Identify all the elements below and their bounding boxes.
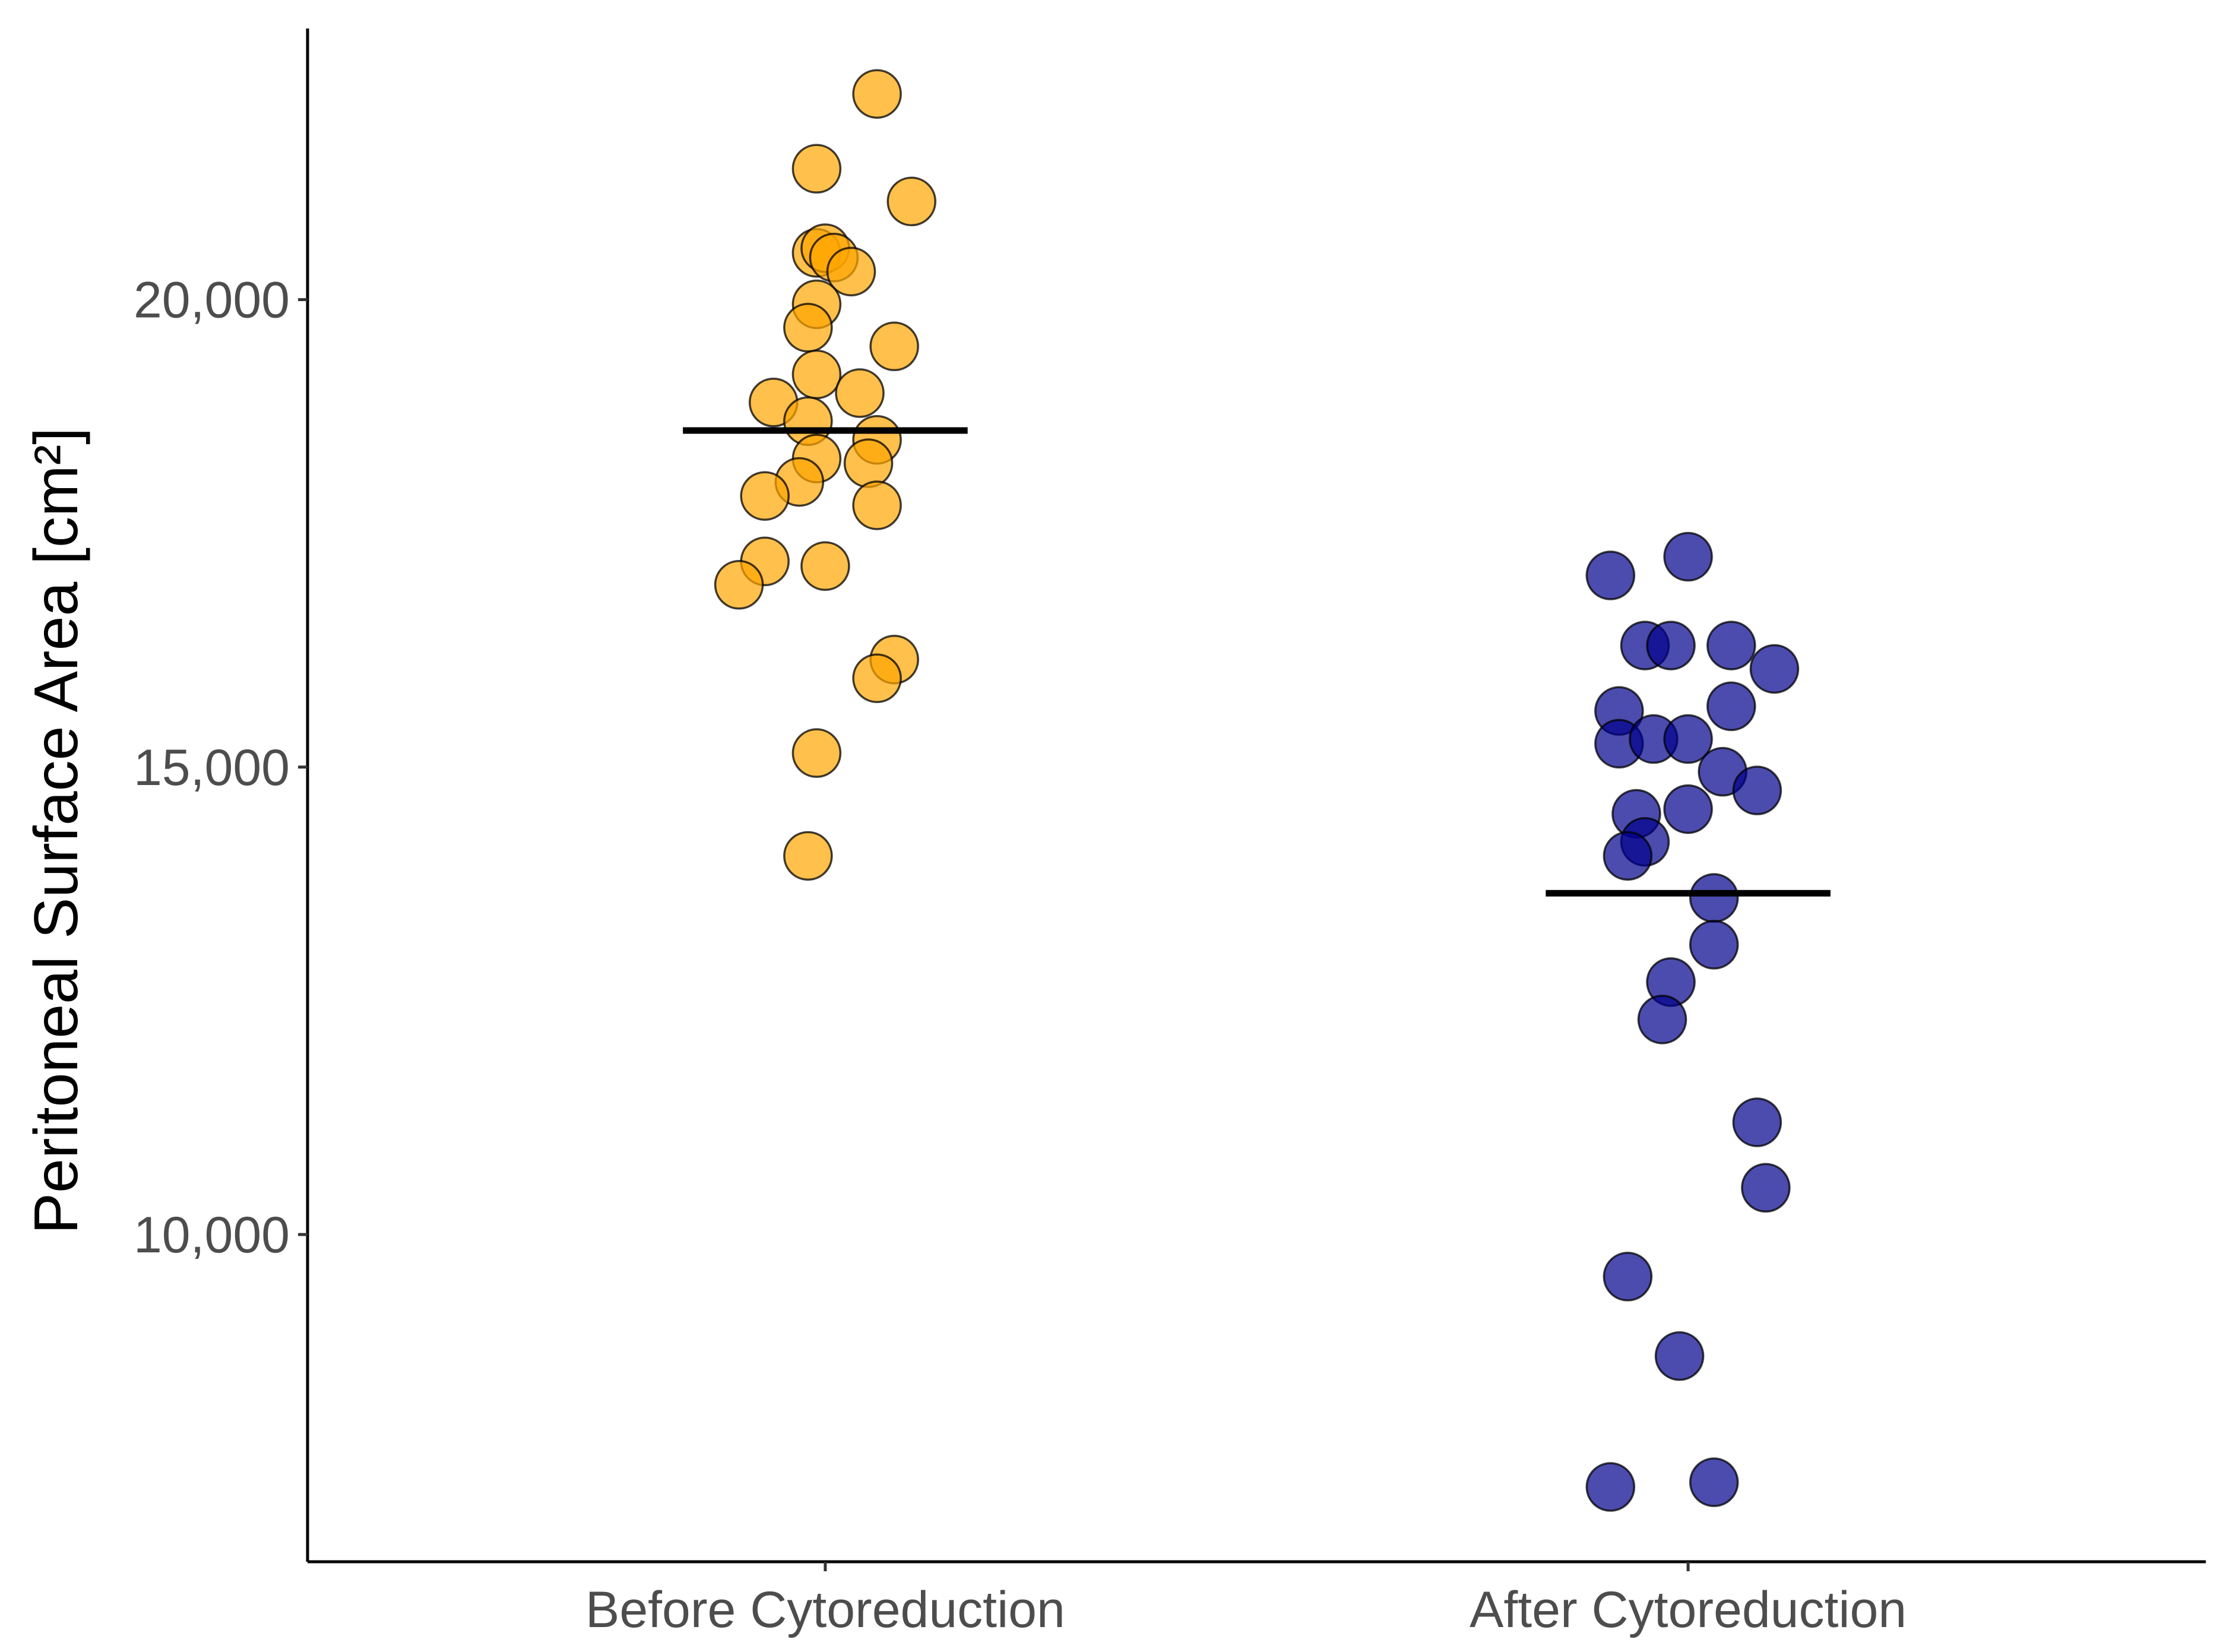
data-point-before (852, 69, 902, 119)
data-point-before (783, 303, 833, 353)
data-point-before (791, 349, 842, 400)
data-point-after (1603, 1252, 1653, 1302)
data-point-after (1663, 784, 1713, 834)
data-point-before (852, 653, 902, 703)
y-tick-label: 10,000 (134, 1207, 290, 1264)
y-axis-title: Peritoneal Surface Area [cm²] (22, 428, 91, 1234)
data-point-after (1741, 1163, 1791, 1213)
data-point-before (740, 471, 790, 521)
data-point-before (800, 541, 850, 591)
data-point-after (1689, 920, 1739, 970)
data-point-after (1689, 1457, 1739, 1507)
data-point-after (1663, 531, 1713, 582)
data-point-before (714, 560, 764, 610)
data-point-before (791, 728, 842, 778)
data-point-before (886, 176, 936, 227)
data-point-after (1585, 1462, 1636, 1512)
data-point-after (1689, 873, 1739, 923)
means-layer (683, 427, 1831, 897)
x-category-label: Before Cytoreduction (585, 1581, 1065, 1638)
data-point-after (1603, 831, 1653, 881)
data-point-after (1637, 995, 1687, 1045)
data-point-before (783, 831, 833, 881)
y-tick-label: 20,000 (134, 272, 290, 329)
y-ticks: 10,000 15,000 20,000 (134, 272, 308, 1264)
x-ticks: Before Cytoreduction After Cytoreduction (585, 1562, 1907, 1638)
data-point-before (852, 480, 902, 530)
data-point-before (869, 321, 919, 372)
y-tick-label: 15,000 (134, 739, 290, 796)
data-point-after (1706, 681, 1756, 732)
data-point-after (1654, 1331, 1705, 1381)
points-layer (714, 69, 1800, 1512)
data-point-after (1732, 1097, 1782, 1147)
data-point-after (1732, 765, 1782, 815)
x-category-label: After Cytoreduction (1470, 1581, 1907, 1638)
data-point-after (1646, 621, 1696, 670)
data-point-after (1706, 621, 1756, 670)
data-point-before (826, 246, 876, 297)
data-point-before (835, 368, 885, 418)
data-point-before (791, 144, 842, 194)
data-point-after (1749, 644, 1800, 694)
data-point-before (843, 438, 894, 488)
data-point-after (1663, 714, 1713, 764)
data-point-after (1585, 550, 1636, 600)
